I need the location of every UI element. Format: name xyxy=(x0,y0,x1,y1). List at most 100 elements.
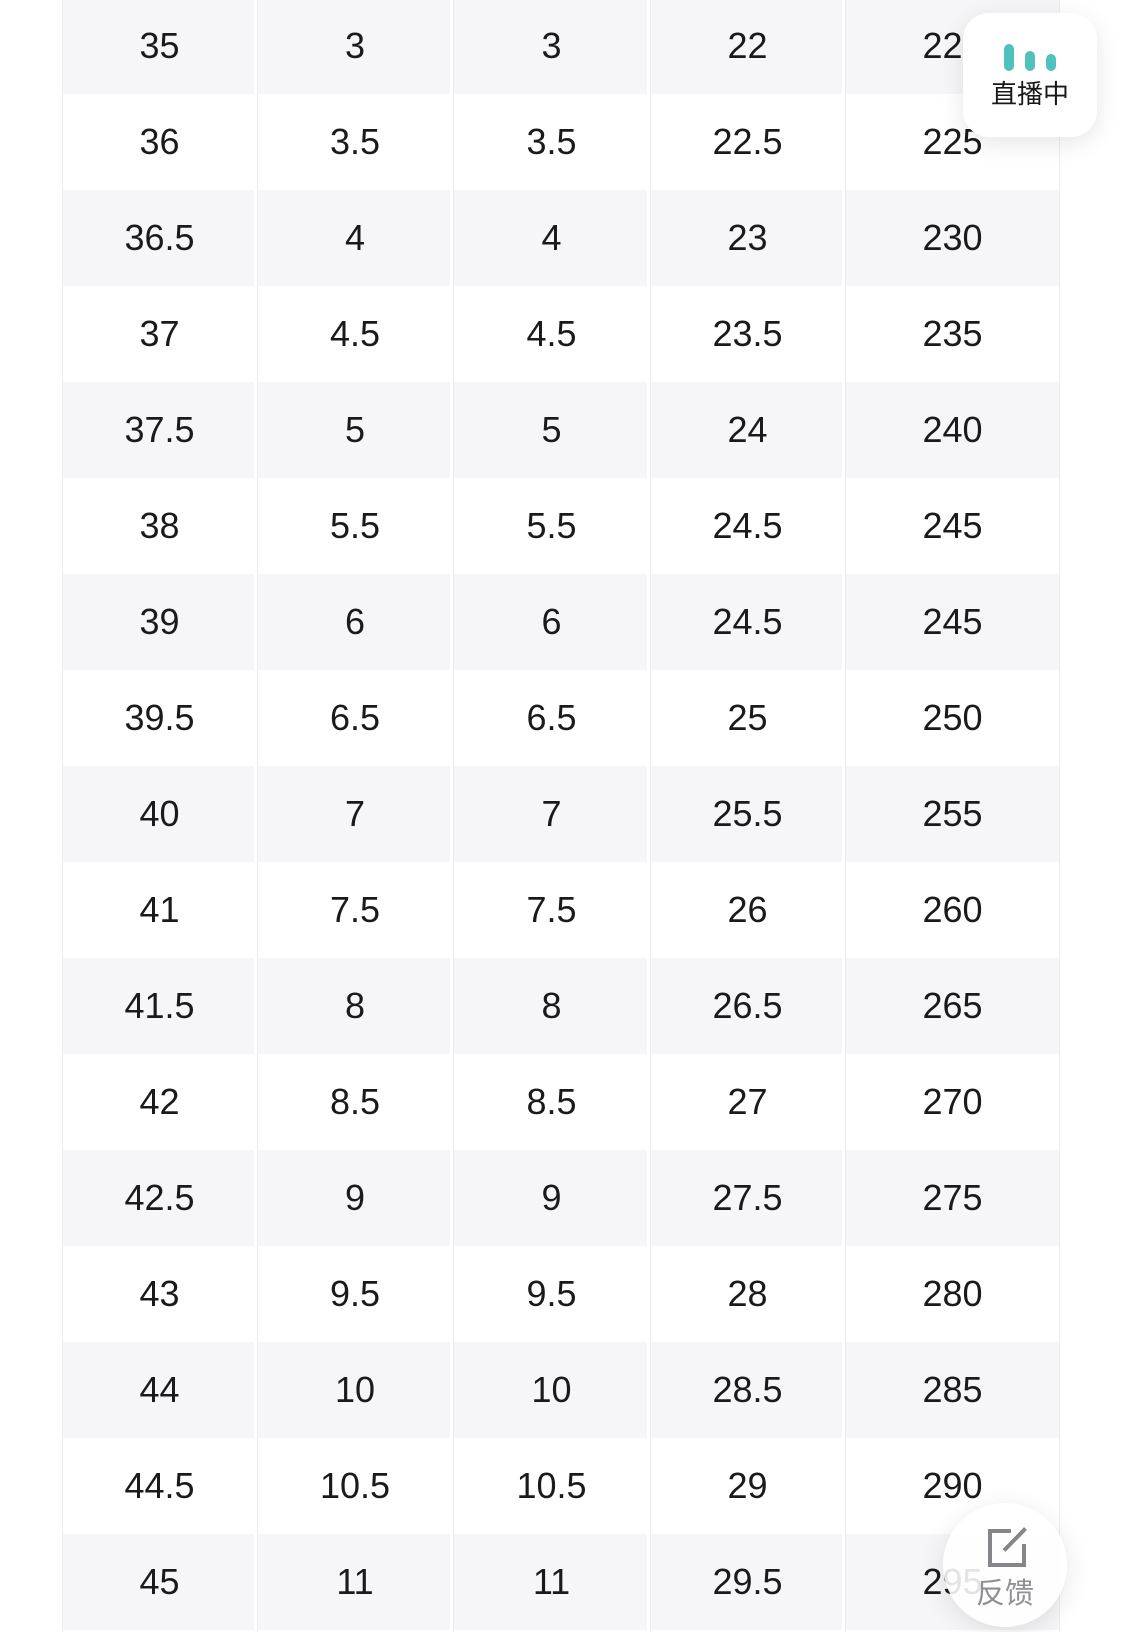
table-row: 41 7.5 7.5 26 260 xyxy=(62,862,1060,958)
table-cell: 5 xyxy=(257,382,453,478)
table-cell: 3 xyxy=(453,0,650,94)
table-cell: 43 xyxy=(139,1273,180,1314)
table-cell: 27 xyxy=(727,1081,768,1122)
table-cell: 8.5 xyxy=(329,1081,381,1122)
table-row: 37 4.5 4.5 23.5 235 xyxy=(62,286,1060,382)
table-cell: 8 xyxy=(257,958,453,1054)
table-row: 36 3.5 3.5 22.5 225 xyxy=(62,94,1060,190)
table-cell: 42 xyxy=(139,1081,180,1122)
table-cell: 24.5 xyxy=(650,574,845,670)
table-cell: 25.5 xyxy=(650,766,845,862)
table-row: 36.5 4 4 23 230 xyxy=(62,190,1060,286)
column-divider xyxy=(650,0,651,1632)
table-cell: 26.5 xyxy=(650,958,845,1054)
table-row: 41.5 8 8 26.5 265 xyxy=(62,958,1060,1054)
table-cell: 37 xyxy=(139,313,180,354)
table-cell: 29.5 xyxy=(650,1534,845,1630)
table-cell: 39 xyxy=(62,574,257,670)
table-cell: 25 xyxy=(727,697,768,738)
column-divider xyxy=(453,0,454,1632)
table-cell: 5 xyxy=(453,382,650,478)
table-row: 37.5 5 5 24 240 xyxy=(62,382,1060,478)
table-cell: 6.5 xyxy=(329,697,381,738)
table-cell: 41.5 xyxy=(62,958,257,1054)
table-cell: 4.5 xyxy=(526,313,577,354)
table-cell: 28.5 xyxy=(650,1342,845,1438)
table-cell: 7 xyxy=(453,766,650,862)
table-row: 39 6 6 24.5 245 xyxy=(62,574,1060,670)
table-cell: 28 xyxy=(727,1273,768,1314)
table-cell: 35 xyxy=(62,0,257,94)
feedback-button-label: 反馈 xyxy=(975,1578,1034,1610)
table-cell: 235 xyxy=(922,313,983,354)
table-cell: 6 xyxy=(257,574,453,670)
table-cell: 260 xyxy=(922,889,983,930)
table-cell: 10 xyxy=(257,1342,453,1438)
table-row: 42 8.5 8.5 27 270 xyxy=(62,1054,1060,1150)
live-badge-label: 直播中 xyxy=(990,79,1069,109)
table-cell: 3 xyxy=(257,0,453,94)
table-cell: 275 xyxy=(845,1150,1060,1246)
table-cell: 45 xyxy=(62,1534,257,1630)
feedback-button[interactable]: 反馈 xyxy=(943,1503,1067,1627)
table-cell: 8 xyxy=(453,958,650,1054)
table-cell: 290 xyxy=(922,1465,983,1506)
column-divider xyxy=(1059,0,1060,1632)
table-cell: 40 xyxy=(62,766,257,862)
table-row: 39.5 6.5 6.5 25 250 xyxy=(62,670,1060,766)
table-row: 44.5 10.5 10.5 29 290 xyxy=(62,1438,1060,1534)
table-cell: 265 xyxy=(845,958,1060,1054)
table-cell: 36 xyxy=(139,121,180,162)
table-cell: 27.5 xyxy=(650,1150,845,1246)
table-cell: 10.5 xyxy=(319,1465,391,1506)
table-cell: 9.5 xyxy=(526,1273,577,1314)
table-cell: 255 xyxy=(845,766,1060,862)
table-cell: 6.5 xyxy=(526,697,577,738)
table-cell: 37.5 xyxy=(62,382,257,478)
table-cell: 42.5 xyxy=(62,1150,257,1246)
table-cell: 280 xyxy=(922,1273,983,1314)
table-row: 43 9.5 9.5 28 280 xyxy=(62,1246,1060,1342)
size-chart-table: 35 3 3 22 220 36 3.5 3.5 22.5 225 36.5 4 4 23 230 37 4.5… xyxy=(62,0,1060,1630)
table-cell: 44.5 xyxy=(124,1465,195,1506)
table-row: 44 10 10 28.5 285 xyxy=(62,1342,1060,1438)
column-divider xyxy=(62,0,63,1632)
table-cell: 5.5 xyxy=(329,505,381,546)
table-cell: 23 xyxy=(650,190,845,286)
table-cell: 6 xyxy=(453,574,650,670)
table-cell: 39.5 xyxy=(124,697,195,738)
table-cell: 5.5 xyxy=(526,505,577,546)
edit-icon xyxy=(988,1527,1027,1567)
table-cell: 3.5 xyxy=(526,121,577,162)
table-cell: 7.5 xyxy=(526,889,577,930)
table-cell: 7 xyxy=(257,766,453,862)
table-cell: 26 xyxy=(727,889,768,930)
table-row: 42.5 9 9 27.5 275 xyxy=(62,1150,1060,1246)
table-cell: 10 xyxy=(453,1342,650,1438)
table-cell: 4 xyxy=(257,190,453,286)
live-now-badge[interactable]: 直播中 xyxy=(963,13,1097,137)
table-cell: 9 xyxy=(257,1150,453,1246)
table-cell: 22 xyxy=(650,0,845,94)
table-cell: 36.5 xyxy=(62,190,257,286)
table-row: 40 7 7 25.5 255 xyxy=(62,766,1060,862)
table-cell: 44 xyxy=(62,1342,257,1438)
table-cell: 230 xyxy=(845,190,1060,286)
table-cell: 8.5 xyxy=(526,1081,577,1122)
table-cell: 22.5 xyxy=(712,121,783,162)
column-divider xyxy=(845,0,846,1632)
live-bars-icon xyxy=(1004,44,1056,71)
table-cell: 11 xyxy=(257,1534,453,1630)
table-cell: 285 xyxy=(845,1342,1060,1438)
table-cell: 245 xyxy=(845,574,1060,670)
table-cell: 38 xyxy=(139,505,180,546)
table-cell: 9.5 xyxy=(329,1273,381,1314)
table-cell: 11 xyxy=(453,1534,650,1630)
table-cell: 240 xyxy=(845,382,1060,478)
table-cell: 7.5 xyxy=(329,889,381,930)
column-divider xyxy=(257,0,258,1632)
table-cell: 245 xyxy=(922,505,983,546)
table-cell: 3.5 xyxy=(329,121,381,162)
table-cell: 24 xyxy=(650,382,845,478)
